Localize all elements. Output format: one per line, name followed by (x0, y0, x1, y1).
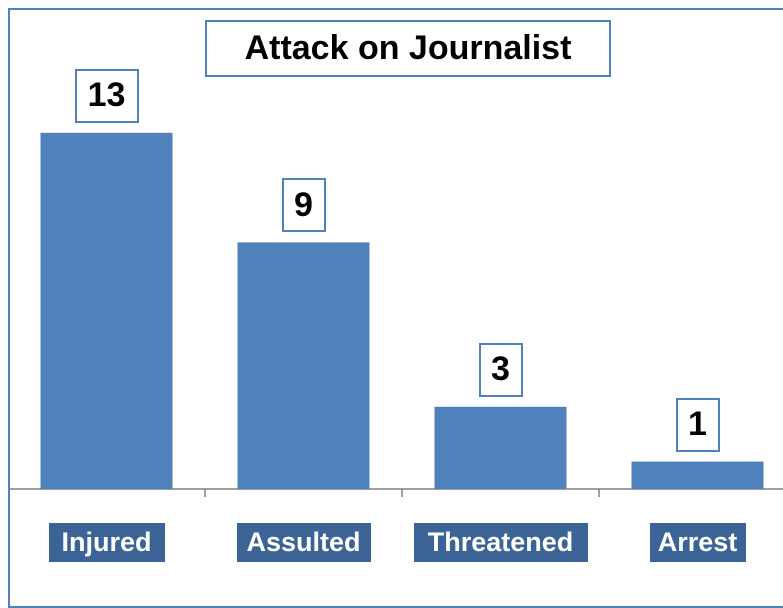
bar-injured (40, 132, 173, 490)
bar-chart (8, 132, 783, 497)
data-label-assulted: 9 (281, 178, 326, 233)
data-label-threatened: 3 (478, 342, 523, 397)
data-label-arrest: 1 (675, 397, 720, 452)
bar-arrest (631, 461, 764, 489)
bar-assulted (237, 242, 370, 489)
data-label-injured: 13 (74, 68, 139, 123)
category-label-assulted: Assulted (236, 523, 371, 562)
category-label-threatened: Threatened (413, 523, 588, 562)
chart-title: Attack on Journalist (205, 20, 611, 77)
category-label-injured: Injured (48, 523, 165, 562)
bar-threatened (434, 406, 567, 489)
category-label-arrest: Arrest (649, 523, 746, 562)
